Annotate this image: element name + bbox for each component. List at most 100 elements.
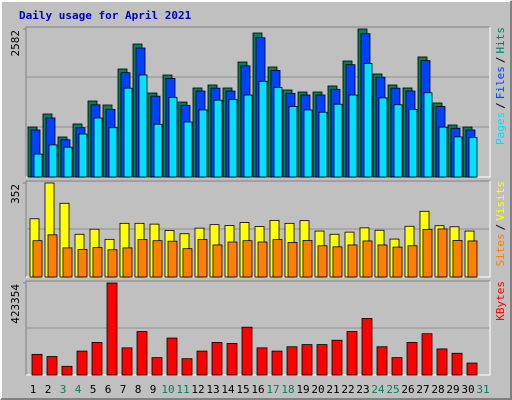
legend-separator: / [494, 102, 507, 109]
bar [123, 87, 133, 178]
bar [332, 246, 343, 278]
bar [407, 245, 418, 278]
x-tick-label: 16 [251, 383, 264, 396]
x-tick-label: 31 [476, 383, 489, 396]
x-tick-label: 2 [45, 383, 52, 396]
legend: KBytes [494, 281, 507, 321]
bar [121, 347, 133, 376]
x-tick-label: 19 [296, 383, 309, 396]
bar [168, 96, 178, 178]
legend-entry: Pages [494, 112, 507, 145]
bar [347, 244, 358, 278]
y-tick-label: 2582 [9, 30, 22, 57]
x-tick-label: 22 [341, 383, 354, 396]
bar [271, 350, 283, 376]
bar [348, 94, 358, 178]
bar [437, 228, 448, 278]
bar [107, 249, 118, 278]
legend: Sites / Visits [494, 181, 507, 267]
x-tick-label: 18 [281, 383, 294, 396]
bar [181, 358, 193, 376]
bar [183, 121, 193, 178]
bar [138, 74, 148, 178]
panel-edge-dark [25, 280, 490, 375]
bar [421, 333, 433, 376]
x-tick-label: 23 [356, 383, 369, 396]
legend-entry: KBytes [494, 281, 507, 321]
bar [62, 247, 73, 278]
legend-separator: / [494, 224, 507, 231]
bar [48, 144, 58, 178]
bar [422, 229, 433, 278]
bar [391, 357, 403, 376]
bar [198, 109, 208, 178]
bar [333, 103, 343, 178]
legend-entry: Hits [494, 27, 507, 54]
bar [406, 342, 418, 376]
bar [303, 109, 313, 178]
bar [77, 249, 88, 278]
bar [31, 353, 43, 376]
legend-entry: Sites [494, 233, 507, 266]
bar [317, 245, 328, 278]
bar [63, 146, 73, 178]
bar [346, 331, 358, 376]
bar [226, 343, 238, 376]
x-tick-label: 20 [311, 383, 324, 396]
x-tick-label: 13 [206, 383, 219, 396]
bar [408, 108, 418, 178]
bar [256, 347, 268, 376]
bar [93, 117, 103, 178]
bar [153, 123, 163, 178]
panel-edge-dark [25, 180, 490, 277]
bar [196, 350, 208, 376]
bar [228, 99, 238, 178]
x-tick-label: 6 [105, 383, 112, 396]
chart-title: Daily usage for April 2021 [19, 9, 192, 22]
bar [122, 247, 133, 278]
bar [197, 239, 208, 278]
bar [243, 94, 253, 178]
x-tick-label: 10 [161, 383, 174, 396]
x-tick-label: 28 [431, 383, 444, 396]
bar [61, 365, 73, 376]
bar [182, 248, 193, 278]
bar [92, 247, 103, 278]
bar [378, 97, 388, 178]
x-tick-label: 27 [416, 383, 429, 396]
x-tick-label: 21 [326, 383, 339, 396]
panel-edge-light [26, 281, 491, 376]
x-tick-label: 15 [236, 383, 249, 396]
bar [287, 242, 298, 278]
bar [318, 111, 328, 178]
y-tick-label: 352 [9, 184, 22, 204]
bar [288, 106, 298, 178]
bar [241, 326, 253, 376]
bar [273, 87, 283, 178]
bar [423, 92, 433, 178]
bar [436, 348, 448, 376]
bar [438, 126, 448, 178]
bar [258, 80, 268, 178]
x-tick-label: 5 [90, 383, 97, 396]
x-tick-label: 8 [135, 383, 142, 396]
x-tick-label: 12 [191, 383, 204, 396]
x-tick-label: 29 [446, 383, 459, 396]
bar [466, 362, 478, 376]
bar [211, 342, 223, 376]
bar [212, 244, 223, 278]
x-tick-label: 24 [371, 383, 385, 396]
bar [151, 357, 163, 376]
bar [393, 104, 403, 178]
x-tick-label: 17 [266, 383, 279, 396]
bar [106, 282, 118, 376]
bar [91, 342, 103, 376]
bar [316, 344, 328, 376]
x-tick-label: 30 [461, 383, 474, 396]
bar [167, 240, 178, 278]
bar [46, 356, 58, 376]
bar [362, 240, 373, 278]
bar [108, 127, 118, 178]
bar [453, 136, 463, 178]
